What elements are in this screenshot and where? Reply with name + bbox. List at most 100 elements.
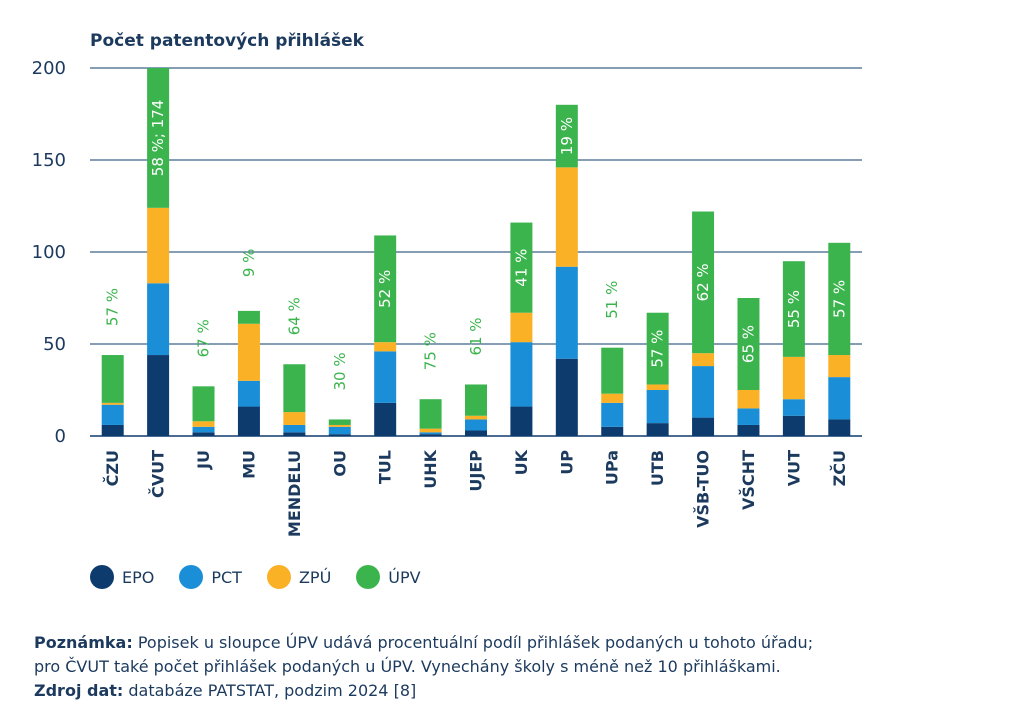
bar-PCT-MENDELU	[283, 424, 306, 433]
x-tick-label-ZČU: ZČU	[830, 450, 849, 486]
bar-PCT-VŠB-TUO	[692, 366, 715, 418]
bar-ZPÚ-VŠB-TUO	[692, 353, 715, 367]
bar-labels: 57 % 58 %; 174 67 % 9 % 64 % 30 % 52 % 75 % 61 %…	[104, 100, 849, 391]
bar-ZPÚ-ČZU	[101, 402, 124, 405]
bar-EPO-UPa	[601, 426, 624, 436]
y-tick-label: 150	[32, 150, 66, 171]
x-tick-label-VUT: VUT	[784, 450, 803, 486]
x-tick-label-VŠCHT: VŠCHT	[739, 450, 758, 510]
bar-label-UJEP: 61 %	[467, 317, 485, 355]
note-line-1: Poznámka: Popisek u sloupce ÚPV udává pr…	[34, 631, 984, 655]
bar-PCT-UTB	[646, 390, 669, 424]
bar-ÚPV-UPa	[601, 347, 624, 394]
bar-ZPÚ-UTB	[646, 384, 669, 390]
bar-ÚPV-ČVUT	[147, 68, 170, 208]
x-tick-label-ČZU: ČZU	[103, 450, 122, 486]
bar-label-OU: 30 %	[331, 352, 349, 390]
legend-swatch-upv	[356, 565, 381, 589]
bar-ÚPV-VUT	[782, 261, 805, 357]
x-tick-label-UK: UK	[512, 449, 531, 475]
bar-ÚPV-OU	[328, 419, 351, 425]
bar-label-ČVUT: 58 %; 174	[149, 100, 167, 177]
legend-item-upv: ÚPV	[356, 565, 421, 589]
bar-PCT-OU	[328, 426, 351, 435]
bar-label-ČZU: 57 %	[104, 288, 122, 326]
y-tick-label: 200	[32, 58, 66, 79]
x-tick-label-OU: OU	[330, 450, 349, 477]
bar-ZPÚ-VUT	[782, 356, 805, 400]
note-line-2: pro ČVUT také počet přihlášek podaných u…	[34, 657, 781, 676]
bar-label-UHK: 75 %	[422, 332, 440, 370]
bar-ÚPV-JU	[192, 386, 215, 422]
bar-PCT-ZČU	[828, 377, 851, 420]
x-tick-label-UHK: UHK	[421, 449, 440, 488]
x-tick-label-UJEP: UJEP	[467, 450, 486, 492]
bar-label-UPa: 51 %	[603, 281, 621, 319]
bar-PCT-ČVUT	[147, 283, 170, 356]
bar-ZPÚ-ZČU	[828, 355, 851, 378]
bar-ZPÚ-TUL	[374, 342, 397, 352]
bar-EPO-MU	[237, 406, 260, 436]
legend-label-upv: ÚPV	[388, 567, 421, 587]
bar-EPO-VŠCHT	[737, 424, 760, 436]
x-tick-label-MENDELU: MENDELU	[285, 450, 304, 537]
legend: EPO PCT ZPÚ ÚPV	[90, 565, 446, 589]
bar-ZPÚ-OU	[328, 424, 351, 427]
legend-swatch-zpu	[266, 565, 291, 589]
bar-EPO-UK	[510, 406, 533, 436]
bar-ÚPV-VŠCHT	[737, 298, 760, 390]
bar-ZPÚ-MU	[237, 323, 260, 381]
source-label: Zdroj dat:	[34, 681, 124, 700]
bar-EPO-TUL	[374, 402, 397, 436]
bar-ÚPV-UTB	[646, 312, 669, 385]
legend-item-epo: EPO	[90, 565, 154, 589]
bar-EPO-ZČU	[828, 419, 851, 436]
y-tick-label: 0	[55, 426, 66, 447]
bar-PCT-UJEP	[465, 419, 487, 431]
x-tick-label-ČVUT: ČVUT	[149, 450, 168, 498]
bar-PCT-UHK	[419, 432, 442, 435]
x-axis-ticks: ČZU ČVUT JU MU MENDELU OU TUL UHK UJEP UK UP UPa UTB…	[103, 449, 849, 537]
bar-PCT-UP	[555, 266, 578, 359]
bar-ÚPV-ČZU	[101, 355, 124, 403]
bar-ÚPV-UK	[510, 222, 533, 313]
bar-ÚPV-UP	[555, 104, 578, 168]
bar-ÚPV-MENDELU	[283, 364, 306, 413]
legend-item-pct: PCT	[179, 565, 242, 589]
bar-label-VŠCHT: 65 %	[739, 325, 757, 363]
legend-swatch-pct	[179, 565, 204, 589]
bar-EPO-ČVUT	[147, 355, 170, 436]
bar-label-JU: 67 %	[195, 319, 213, 357]
legend-label-epo: EPO	[122, 567, 155, 587]
bar-ZPÚ-UK	[510, 312, 533, 343]
bar-ZPÚ-UHK	[419, 428, 442, 433]
bar-ÚPV-ZČU	[828, 242, 851, 356]
bar-PCT-MU	[237, 380, 260, 407]
x-tick-label-JU: JU	[194, 450, 213, 470]
bar-ÚPV-VŠB-TUO	[692, 211, 715, 354]
y-tick-label: 100	[32, 242, 66, 263]
bar-EPO-MENDELU	[283, 432, 306, 436]
bar-ZPÚ-UP	[555, 167, 578, 267]
footnotes: Poznámka: Popisek u sloupce ÚPV udává pr…	[34, 631, 984, 703]
bar-EPO-UTB	[646, 423, 669, 436]
x-tick-label-TUL: TUL	[376, 450, 395, 484]
bar-label-UTB: 57 %	[649, 330, 667, 368]
bar-label-VUT: 55 %	[785, 290, 803, 328]
bar-EPO-JU	[192, 432, 215, 436]
bar-PCT-ČZU	[101, 404, 124, 425]
bar-EPO-UHK	[419, 434, 442, 436]
legend-label-pct: PCT	[211, 567, 242, 587]
bar-ZPÚ-ČVUT	[147, 207, 170, 284]
bar-PCT-UPa	[601, 402, 624, 427]
bar-EPO-VUT	[782, 415, 805, 436]
bar-ZPÚ-MENDELU	[283, 412, 306, 425]
note-label: Poznámka:	[34, 633, 133, 652]
bars	[101, 68, 851, 436]
source-text: databáze PATSTAT, podzim 2024 [8]	[123, 681, 417, 700]
bar-label-TUL: 52 %	[376, 270, 394, 308]
bar-ZPÚ-UJEP	[465, 415, 487, 420]
bar-EPO-UJEP	[465, 430, 487, 436]
bar-ÚPV-TUL	[374, 235, 397, 343]
source-line: Zdroj dat: databáze PATSTAT, podzim 2024…	[34, 679, 984, 703]
